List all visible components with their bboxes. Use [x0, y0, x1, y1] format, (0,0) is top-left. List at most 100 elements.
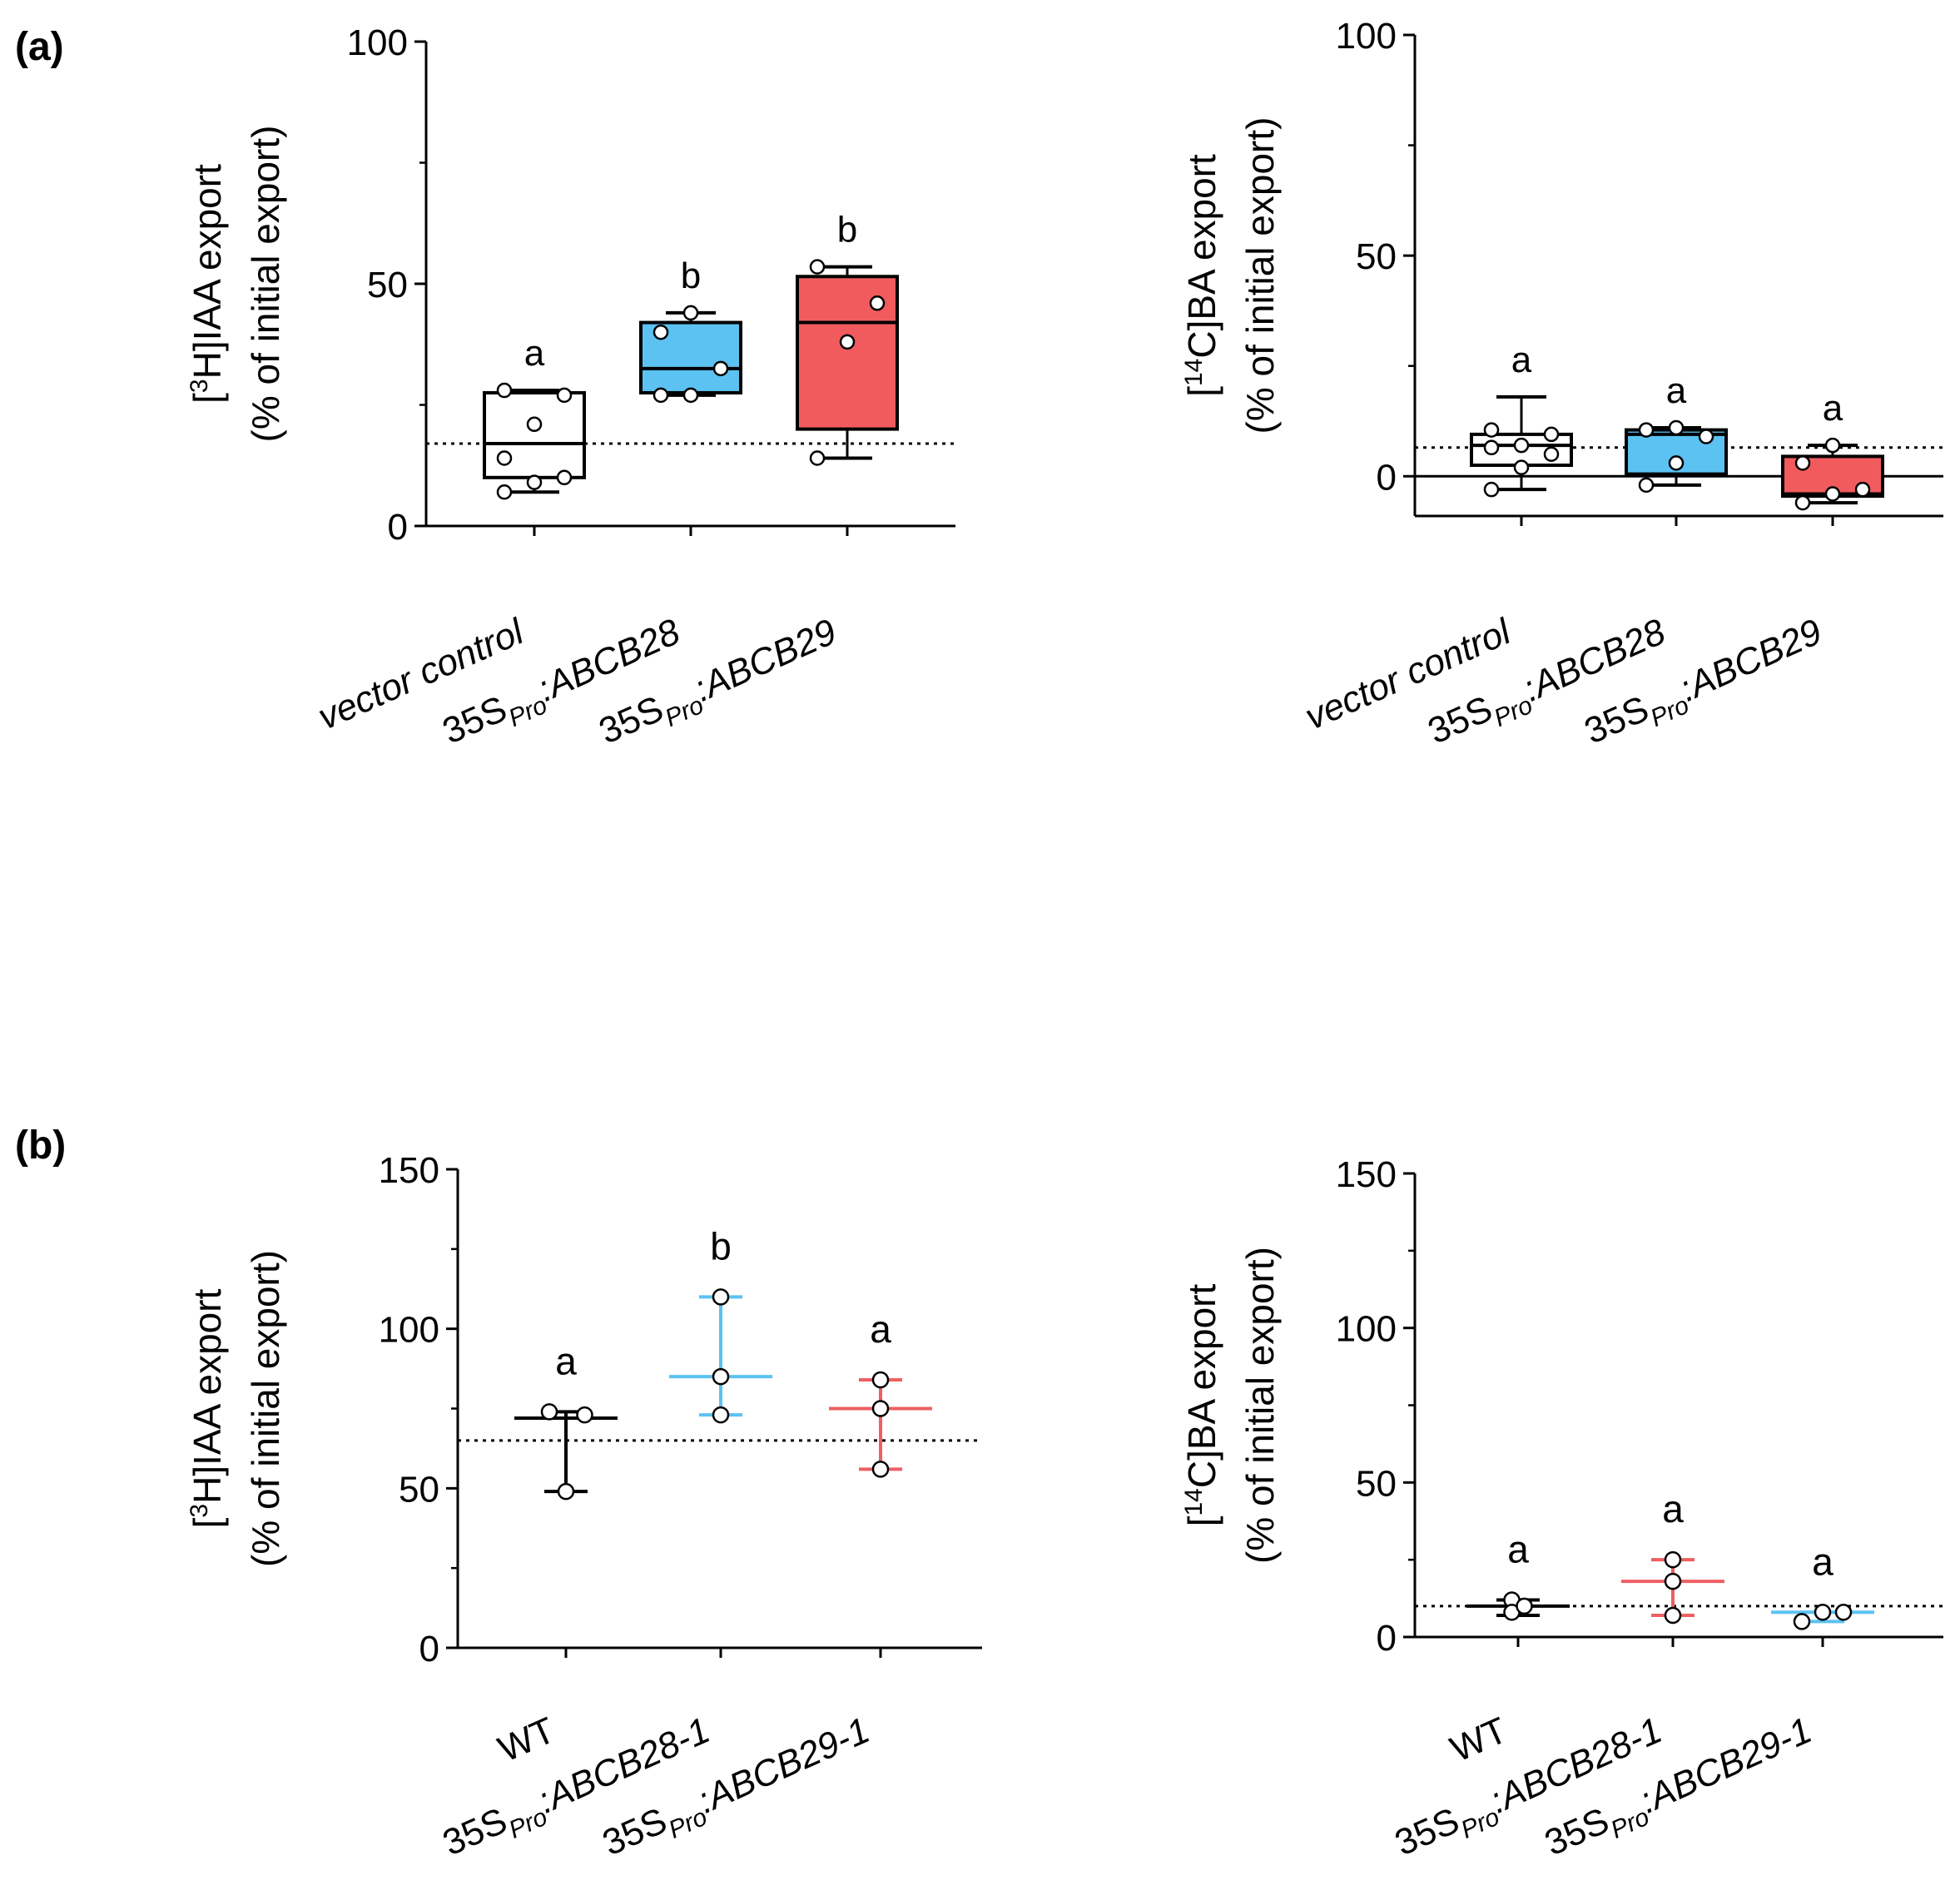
category-label-main: 35S: [437, 688, 513, 752]
y-label-superscript: 14: [1180, 359, 1208, 386]
category-label-construct: :ABCB28: [532, 611, 687, 710]
data-point: [712, 1288, 730, 1306]
significance-letter: a: [555, 1339, 577, 1382]
y-tick-label: 100: [1336, 1309, 1397, 1350]
data-point: [496, 484, 513, 500]
significance-letter: a: [1823, 388, 1843, 429]
y-label-line1: [3H]IAA export: [186, 164, 229, 404]
data-point: [839, 334, 856, 350]
significance-letter: b: [681, 255, 701, 296]
y-label-compound: H]IAA export: [186, 1288, 229, 1503]
y-tick-label: 150: [1336, 1154, 1397, 1195]
data-point: [540, 1403, 558, 1421]
data-point: [1834, 1604, 1853, 1621]
category-label: 35SPro:ABCB28-1: [437, 1709, 719, 1870]
y-tick-label: 50: [399, 1469, 439, 1510]
data-point: [1513, 437, 1530, 454]
data-point: [557, 1482, 575, 1501]
y-tick-label: 100: [379, 1310, 439, 1351]
category-label-main: WT: [1445, 1709, 1513, 1770]
chart-b-iaa: 0 50 100 150 [3H]IAA export (% of initial exp…: [186, 1150, 982, 1870]
category-label-construct: :ABCB29-1: [1634, 1709, 1818, 1821]
y-label-line2: (% of initial export): [244, 126, 287, 443]
data-point: [496, 450, 513, 466]
y-label-line2: (% of initial export): [1238, 117, 1282, 434]
data-point: [869, 295, 886, 311]
data-point: [556, 387, 573, 404]
y-axis-label: [3H]IAA export (% of initial export): [186, 126, 287, 443]
y-label-line1: [3H]IAA export: [186, 1288, 229, 1528]
data-point: [526, 416, 543, 433]
category-label: WT: [493, 1709, 561, 1770]
y-axis-label: [3H]IAA export (% of initial export): [186, 1250, 287, 1567]
y-label-bracket: [: [1180, 1515, 1223, 1526]
data-point: [1814, 1604, 1832, 1621]
y-axis-label: [14C]BA export (% of initial export): [1180, 117, 1282, 434]
data-point: [1664, 1606, 1682, 1625]
y-label-line1: [14C]BA export: [1180, 1283, 1223, 1526]
data-point: [556, 469, 573, 486]
data-point: [576, 1406, 593, 1424]
y-tick-label: 0: [388, 507, 408, 548]
y-label-line2: (% of initial export): [1238, 1247, 1282, 1564]
data-point: [1638, 477, 1655, 494]
chart-a-ba: 0 50 100 [14C]BA export (% of initial export…: [1180, 16, 1943, 752]
data-point: [809, 450, 826, 466]
chart-a-iaa: 0 50 100 [3H]IAA export (% of initial export…: [186, 22, 955, 752]
category-label-main: 35S: [1389, 1800, 1465, 1864]
significance-letter: a: [524, 333, 545, 374]
y-axis-label: [14C]BA export (% of initial export): [1180, 1247, 1282, 1564]
significance-letter: a: [1662, 1487, 1684, 1530]
panel-label-a: (a): [15, 25, 64, 69]
category-label-main: 35S: [1539, 1800, 1615, 1864]
data-point: [1668, 419, 1685, 436]
data-point: [809, 259, 826, 275]
data-point: [653, 324, 669, 340]
data-point: [1513, 459, 1530, 475]
y-label-superscript: 14: [1180, 1488, 1208, 1515]
y-label-bracket: [: [1180, 386, 1223, 397]
box: [483, 390, 586, 479]
y-label-superscript: 3: [186, 379, 213, 393]
data-point: [1668, 455, 1685, 471]
y-label-compound: C]BA export: [1180, 154, 1223, 359]
data-point: [1483, 481, 1500, 498]
data-point: [682, 387, 699, 404]
data-point: [1516, 1597, 1533, 1615]
data-point: [1793, 1613, 1811, 1630]
chart-b-ba: 0 50 100 150 [14C]BA export (% of initial exp…: [1180, 1154, 1943, 1870]
y-tick-label: 0: [419, 1629, 439, 1669]
category-label: 35SPro:ABCB29-1: [1539, 1709, 1821, 1870]
y-tick-label: 150: [379, 1150, 439, 1191]
data-point: [1664, 1572, 1682, 1590]
data-point: [1854, 481, 1871, 498]
data-point: [712, 1406, 730, 1424]
y-label-superscript: 3: [186, 1504, 213, 1518]
data-point: [496, 382, 513, 399]
y-label-line1: [14C]BA export: [1180, 154, 1223, 397]
category-label-construct: :ABCB29: [1674, 611, 1828, 709]
data-point: [1698, 429, 1714, 444]
data-point: [1824, 486, 1841, 502]
data-point: [1543, 426, 1560, 443]
significance-letter: a: [870, 1307, 891, 1351]
y-tick-label: 50: [1356, 1463, 1397, 1504]
significance-letter: a: [1507, 1527, 1529, 1570]
significance-letter: b: [710, 1224, 732, 1267]
y-tick-label: 0: [1377, 457, 1397, 498]
category-label-construct: :ABCB29: [688, 611, 842, 709]
category-label-main: WT: [493, 1709, 561, 1770]
panel-label-b: (b): [15, 1124, 66, 1168]
y-tick-label: 50: [367, 265, 408, 305]
data-point: [712, 1367, 730, 1386]
category-label-main: 35S: [1579, 688, 1655, 752]
category-label-construct: :ABCB29-1: [692, 1709, 876, 1821]
category-label-main: 35S: [1422, 688, 1498, 752]
data-point: [1483, 439, 1500, 456]
category-label-main: 35S: [593, 688, 669, 752]
category-label-construct: :ABCB28: [1517, 611, 1672, 710]
y-tick-label: 0: [1377, 1618, 1397, 1659]
data-point: [1638, 422, 1655, 438]
data-point: [1664, 1550, 1682, 1569]
